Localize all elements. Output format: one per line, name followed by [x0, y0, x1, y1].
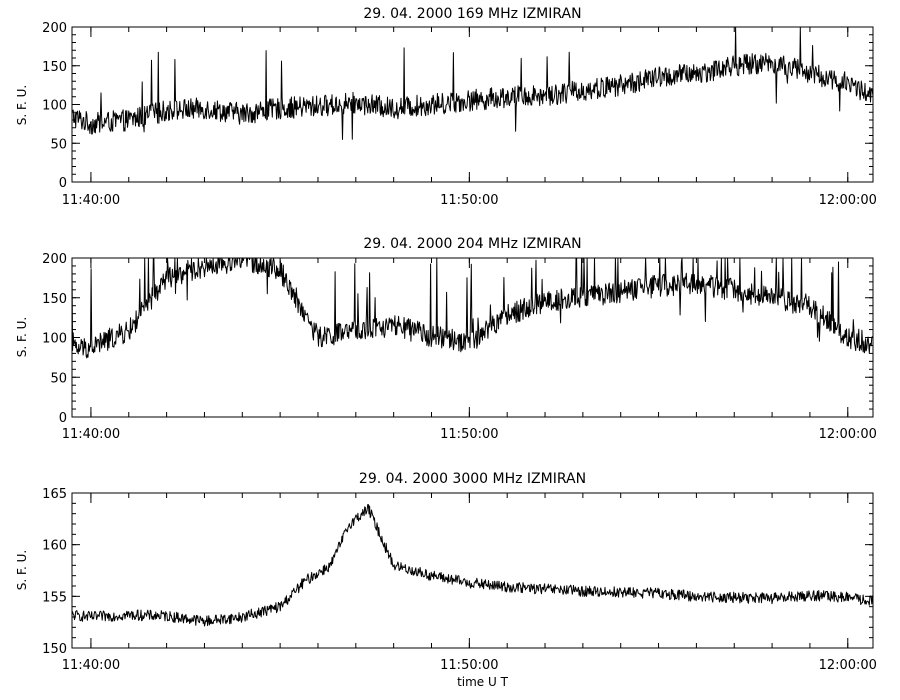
series-line	[71, 26, 874, 140]
panel-3000mhz: 29. 04. 2000 3000 MHz IZMIRAN S. F. U. 150…	[15, 471, 877, 689]
plot-frame	[71, 492, 874, 649]
panel-169mhz: 29. 04. 2000 169 MHz IZMIRAN S. F. U. 0 50 1…	[15, 6, 877, 208]
x-tick-label: 11:50:00	[440, 427, 498, 442]
x-axis-label: time U T	[457, 675, 509, 689]
series-line	[71, 257, 874, 359]
y-tick-label: 100	[42, 332, 67, 347]
y-tick-label: 200	[42, 252, 67, 267]
panel-204mhz: 29. 04. 2000 204 MHz IZMIRAN S. F. U. 0 50 1…	[15, 236, 877, 442]
y-tick-label: 165	[42, 487, 67, 502]
y-tick-label: 100	[42, 99, 67, 114]
y-tick-label: 155	[42, 590, 67, 605]
chart-title: 29. 04. 2000 3000 MHz IZMIRAN	[359, 471, 586, 487]
y-tick-label: 200	[42, 21, 67, 36]
x-tick-label: 12:00:00	[819, 427, 877, 442]
y-tick-label: 0	[59, 176, 67, 191]
x-tick-label: 12:00:00	[819, 193, 877, 208]
x-tick-label: 11:50:00	[440, 193, 498, 208]
y-tick-label: 150	[42, 292, 67, 307]
y-axis-label: S. F. U.	[15, 85, 29, 125]
chart-title: 29. 04. 2000 204 MHz IZMIRAN	[363, 236, 581, 252]
x-tick-label: 12:00:00	[819, 658, 877, 673]
y-axis-label: S. F. U.	[15, 550, 29, 590]
chart-title: 29. 04. 2000 169 MHz IZMIRAN	[363, 6, 581, 22]
y-tick-label: 160	[42, 539, 67, 554]
y-tick-label: 150	[42, 60, 67, 75]
plot-frame	[71, 257, 874, 418]
y-tick-label: 50	[50, 371, 67, 386]
x-tick-label: 11:40:00	[62, 658, 120, 673]
x-tick-label: 11:50:00	[440, 658, 498, 673]
y-tick-label: 0	[59, 411, 67, 426]
y-tick-label: 50	[50, 137, 67, 152]
x-tick-label: 11:40:00	[62, 427, 120, 442]
y-axis-label: S. F. U.	[15, 317, 29, 357]
x-tick-label: 11:40:00	[62, 193, 120, 208]
y-tick-label: 150	[42, 642, 67, 657]
series-line	[71, 504, 874, 627]
